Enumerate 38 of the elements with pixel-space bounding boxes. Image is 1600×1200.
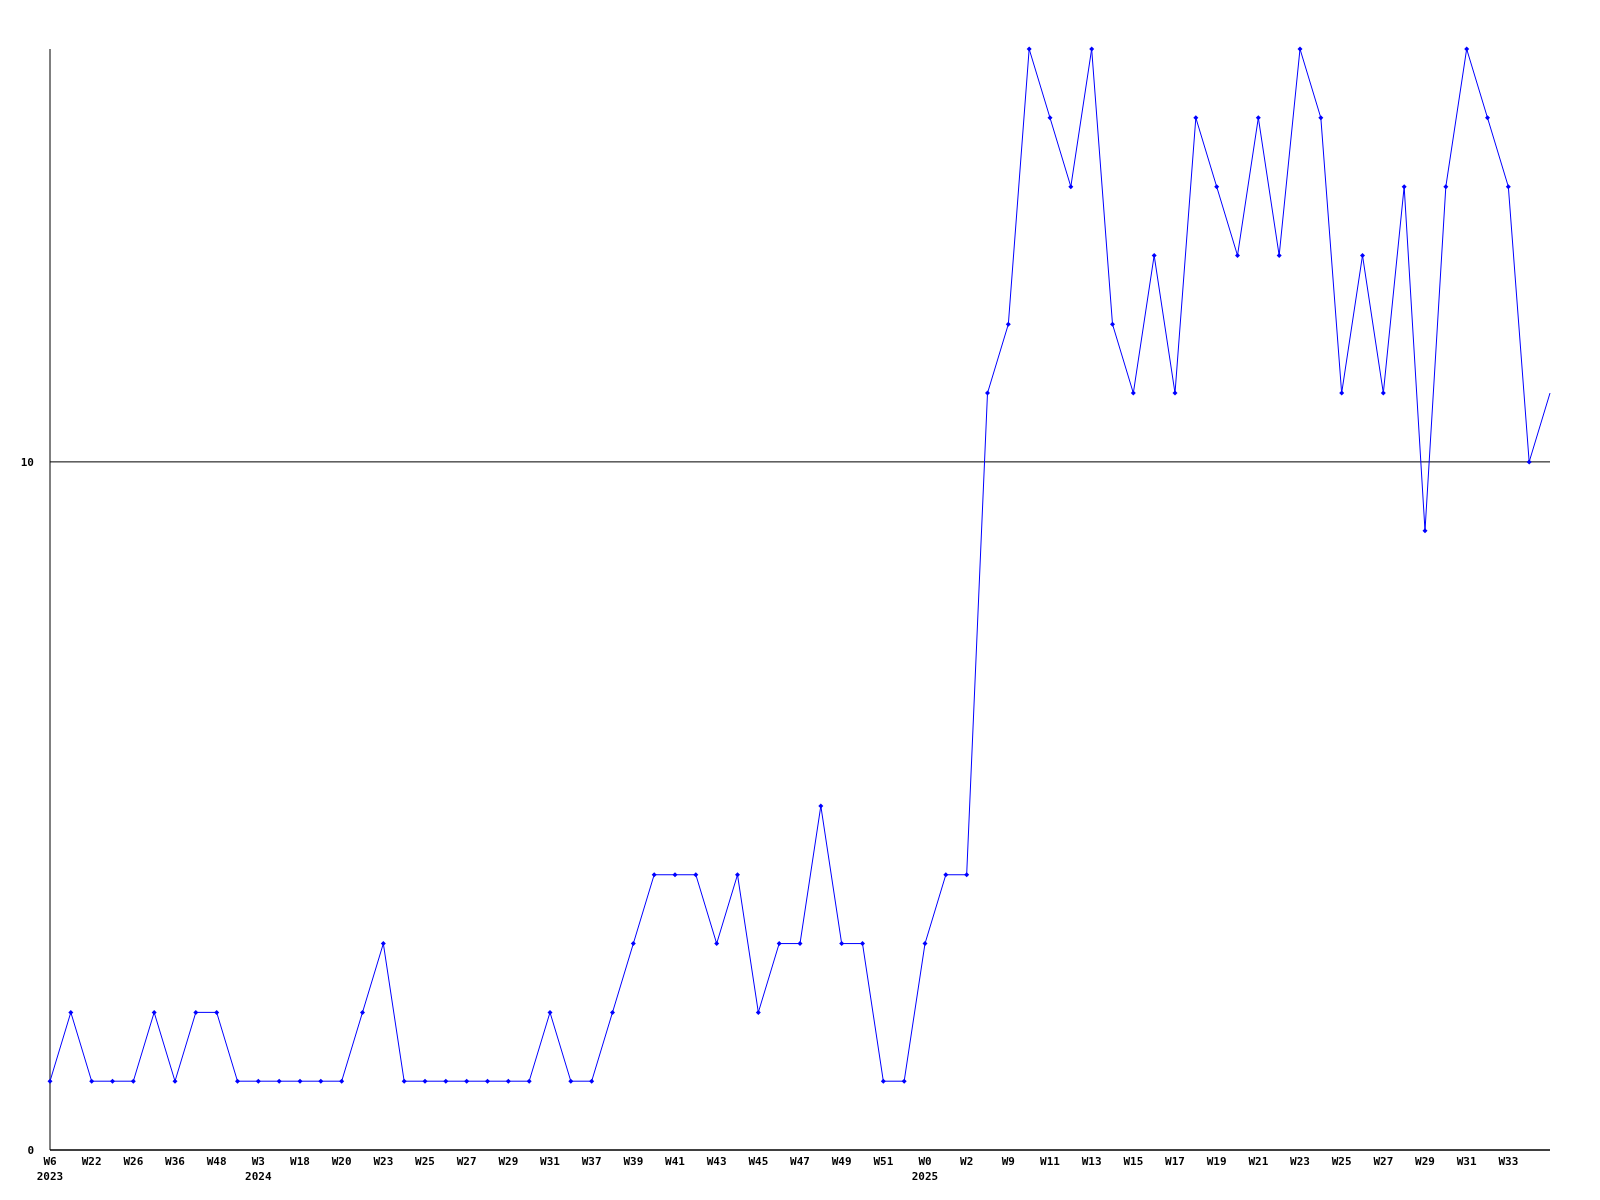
x-tick-label: W27 xyxy=(1373,1155,1394,1168)
x-tick-label: W3 2024 xyxy=(245,1155,272,1183)
x-tick-label: W45 xyxy=(748,1155,769,1168)
x-tick-label: W36 xyxy=(165,1155,186,1168)
x-tick-label: W25 xyxy=(415,1155,435,1168)
x-tick-label: W27 xyxy=(456,1155,477,1168)
x-tick-label: W26 xyxy=(123,1155,144,1168)
x-tick-label: W19 xyxy=(1206,1155,1227,1168)
x-tick-label: W17 xyxy=(1165,1155,1185,1168)
x-tick-label: W25 xyxy=(1331,1155,1352,1168)
x-tick-label: W47 xyxy=(790,1155,810,1168)
x-tick-label: W37 xyxy=(581,1155,602,1168)
x-tick-label: W29 xyxy=(498,1155,519,1168)
x-tick-label: W23 xyxy=(1290,1155,1310,1168)
x-tick-label: W18 xyxy=(290,1155,310,1168)
x-tick-label: W31 xyxy=(540,1155,561,1168)
x-tick-label: W23 xyxy=(373,1155,394,1168)
x-tick-label: W2 xyxy=(960,1155,974,1168)
x-tick-label: W43 xyxy=(706,1155,727,1168)
x-tick-label: W48 xyxy=(206,1155,227,1168)
x-tick-label: W22 xyxy=(81,1155,102,1168)
x-tick-label: W49 xyxy=(831,1155,852,1168)
y-tick-label: 10 xyxy=(20,455,34,469)
x-tick-label: W21 xyxy=(1248,1155,1269,1168)
x-tick-label: W51 xyxy=(873,1155,894,1168)
x-tick-label: W33 xyxy=(1498,1155,1519,1168)
x-tick-label: W31 xyxy=(1456,1155,1477,1168)
x-tick-label: W41 xyxy=(665,1155,686,1168)
x-tick-label: W29 xyxy=(1415,1155,1435,1168)
x-tick-label: W20 xyxy=(331,1155,352,1168)
x-tick-label: W39 xyxy=(623,1155,644,1168)
x-tick-label: W11 xyxy=(1040,1155,1061,1168)
x-tick-label: W9 xyxy=(1001,1155,1015,1168)
y-tick-label: 0 xyxy=(27,1143,34,1157)
x-tick-label: W0 2025 xyxy=(911,1155,939,1183)
x-tick-label: W13 xyxy=(1081,1155,1102,1168)
x-tick-label: W6 2023 xyxy=(36,1155,64,1183)
x-tick-label: W15 xyxy=(1123,1155,1144,1168)
